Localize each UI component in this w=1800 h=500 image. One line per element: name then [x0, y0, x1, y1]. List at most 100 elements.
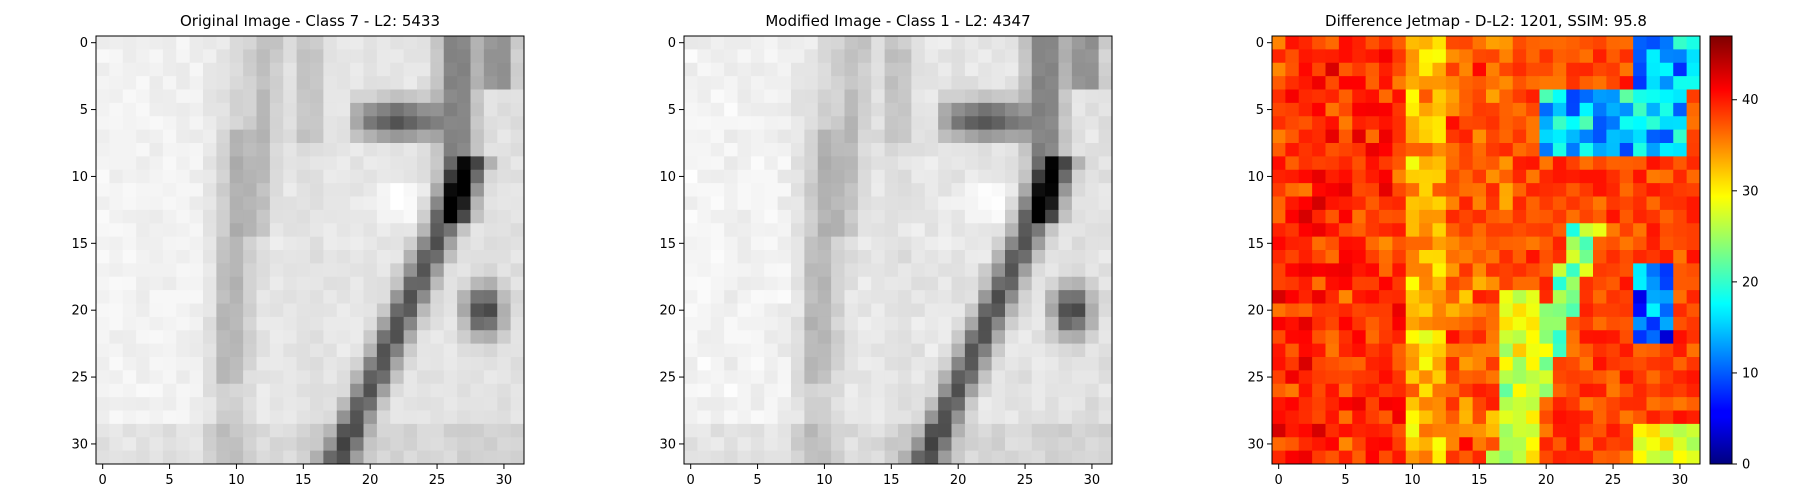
- pixel-cell: [1619, 370, 1634, 385]
- pixel-cell: [1633, 49, 1647, 64]
- pixel-cell: [96, 196, 110, 211]
- pixel-cell: [1405, 89, 1420, 104]
- pixel-cell: [1018, 250, 1033, 264]
- pixel-cell: [1459, 102, 1474, 117]
- pixel-cell: [1005, 263, 1019, 278]
- pixel-cell: [403, 116, 418, 131]
- pixel-cell: [96, 437, 110, 452]
- pixel-cell: [831, 209, 845, 224]
- pixel-cell: [1472, 330, 1487, 345]
- pixel-cell: [1338, 383, 1353, 398]
- pixel-cell: [1606, 450, 1621, 465]
- pixel-cell: [1552, 410, 1567, 425]
- pixel-cell: [1472, 450, 1487, 465]
- pixel-cell: [296, 102, 311, 117]
- pixel-cell: [1606, 303, 1621, 318]
- pixel-cell: [350, 89, 364, 104]
- pixel-cell: [1085, 76, 1100, 90]
- pixel-cell: [256, 196, 271, 211]
- pixel-cell: [777, 49, 792, 64]
- pixel-cell: [296, 223, 311, 238]
- pixel-cell: [443, 102, 458, 117]
- pixel-cell: [1512, 250, 1527, 264]
- pixel-cell: [1031, 383, 1046, 398]
- pixel-cell: [1552, 143, 1567, 157]
- pixel-cell: [844, 169, 859, 184]
- pixel-cell: [1486, 196, 1500, 211]
- pixel-cell: [229, 223, 244, 238]
- pixel-cell: [777, 437, 792, 452]
- pixel-cell: [1058, 276, 1073, 291]
- pixel-cell: [898, 343, 912, 358]
- pixel-cell: [684, 383, 698, 398]
- pixel-cell: [1633, 397, 1647, 411]
- pixel-cell: [162, 316, 177, 331]
- pixel-cell: [497, 276, 512, 291]
- pixel-cell: [216, 236, 231, 251]
- pixel-cell: [443, 129, 458, 144]
- pixel-cell: [1419, 36, 1433, 50]
- pixel-cell: [1365, 196, 1380, 211]
- pixel-cell: [1285, 129, 1300, 144]
- pixel-cell: [189, 397, 204, 411]
- pixel-cell: [898, 330, 912, 345]
- pixel-cell: [256, 116, 271, 131]
- pixel-cell: [296, 276, 311, 291]
- pixel-cell: [978, 129, 993, 144]
- pixel-cell: [323, 357, 338, 371]
- pixel-cell: [1031, 89, 1046, 104]
- pixel-cell: [1405, 250, 1420, 264]
- pixel-cell: [1606, 330, 1621, 345]
- pixel-cell: [122, 410, 137, 425]
- pixel-cell: [964, 102, 979, 117]
- y-tick-label: 5: [1256, 103, 1264, 118]
- pixel-cell: [1432, 276, 1447, 291]
- pixel-cell: [109, 343, 124, 358]
- pixel-cell: [122, 102, 137, 117]
- pixel-cell: [296, 49, 311, 64]
- pixel-cell: [470, 143, 485, 157]
- pixel-cell: [1392, 370, 1407, 385]
- pixel-cell: [1566, 116, 1581, 131]
- pixel-cell: [1058, 236, 1073, 251]
- pixel-cell: [1566, 357, 1581, 371]
- pixel-cell: [510, 236, 525, 251]
- x-axis: 0 5 10 15 20 25 30: [99, 464, 512, 488]
- pixel-cell: [1405, 36, 1420, 50]
- pixel-cell: [1512, 102, 1527, 117]
- pixel-cell: [1379, 236, 1393, 251]
- x-tick-label: 20: [950, 473, 967, 488]
- pixel-cell: [243, 330, 257, 345]
- panel-modified: Modified Image - Class 1 - L2: 4347 0 5 …: [659, 12, 1113, 488]
- pixel-cell: [497, 89, 512, 104]
- pixel-cell: [1619, 276, 1634, 291]
- pixel-cell: [1459, 343, 1474, 358]
- pixel-cell: [1352, 143, 1367, 157]
- pixel-cell: [1686, 209, 1701, 224]
- pixel-cell: [310, 156, 324, 171]
- pixel-cell: [817, 116, 832, 131]
- pixel-cell: [457, 330, 471, 345]
- pixel-cell: [924, 290, 939, 304]
- pixel-cell: [363, 343, 378, 358]
- pixel-cell: [417, 343, 431, 358]
- pixel-cell: [1512, 450, 1527, 465]
- pixel-cell: [296, 437, 311, 452]
- pixel-cell: [1419, 370, 1433, 385]
- panel-title: Original Image - Class 7 - L2: 5433: [180, 12, 440, 30]
- pixel-cell: [1338, 89, 1353, 104]
- pixel-cell: [1365, 102, 1380, 117]
- pixel-cell: [817, 89, 832, 104]
- pixel-cell: [964, 370, 979, 385]
- pixel-cell: [323, 196, 338, 211]
- pixel-cell: [804, 49, 819, 64]
- colorbar: 0 10 20 30 40: [1709, 35, 1759, 473]
- pixel-cell: [1499, 383, 1514, 398]
- pixel-cell: [1579, 236, 1594, 251]
- pixel-cell: [1325, 76, 1340, 90]
- pixel-cell: [1392, 223, 1407, 238]
- pixel-cell: [457, 263, 471, 278]
- pixel-cell: [1486, 209, 1500, 224]
- pixel-cell: [1085, 330, 1100, 345]
- pixel-cell: [243, 410, 257, 425]
